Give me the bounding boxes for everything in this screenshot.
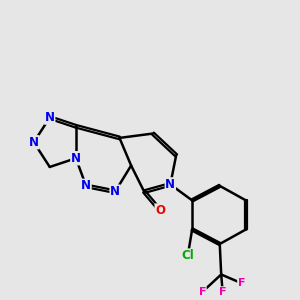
Text: N: N (81, 179, 91, 192)
Text: N: N (29, 136, 39, 149)
Text: O: O (155, 204, 165, 217)
Text: F: F (199, 287, 206, 297)
Text: N: N (71, 152, 81, 165)
Text: Cl: Cl (182, 249, 194, 262)
Text: N: N (165, 178, 175, 191)
Text: N: N (45, 111, 55, 124)
Text: F: F (238, 278, 245, 288)
Text: F: F (219, 287, 226, 297)
Text: N: N (110, 185, 120, 198)
